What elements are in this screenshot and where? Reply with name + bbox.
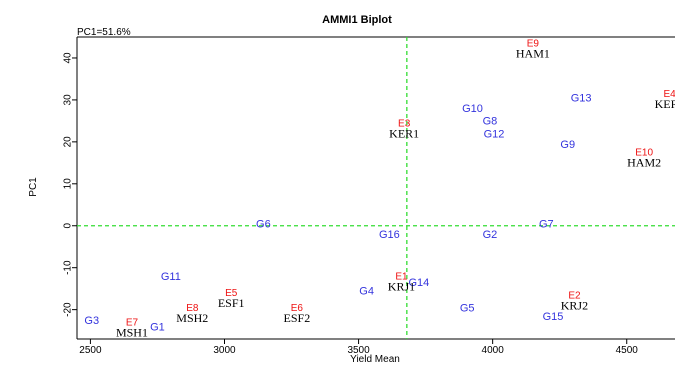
axes: 2500 3000 3500 4000 4500 -20 -10 0 10 20 30 40: [63, 36, 675, 356]
x-tick-label: 2500: [79, 345, 102, 356]
environment-name-label: KRJ1: [388, 279, 415, 293]
x-tick-label: 4500: [616, 345, 639, 356]
x-tick-label: 4000: [482, 345, 505, 356]
y-tick-label: 20: [63, 136, 74, 148]
environment-code-label: E9: [527, 39, 540, 50]
environment-code-label: E10: [635, 148, 653, 159]
environment-code-label: E8: [186, 303, 199, 314]
genotype-label: G12: [484, 128, 505, 140]
genotype-label: G1: [150, 321, 165, 333]
environment-name-label: KRJ2: [561, 298, 588, 312]
genotype-label: G9: [560, 139, 575, 151]
reference-lines: [77, 37, 675, 339]
environment-name-label: ESF2: [284, 311, 311, 325]
environment-name-label: MSH1: [116, 326, 148, 340]
genotype-label: G16: [379, 229, 400, 241]
environment-name-label: KER1: [389, 126, 419, 140]
environment-code-label: E5: [225, 288, 238, 299]
y-tick-label: -10: [63, 260, 74, 275]
y-tick-label: 10: [63, 178, 74, 190]
genotype-label: G6: [256, 219, 271, 231]
x-tick-label: 3500: [347, 345, 370, 356]
y-tick-label: -20: [63, 302, 74, 317]
y-axis-label: PC1: [28, 177, 39, 197]
genotype-label: G4: [359, 286, 374, 298]
environment-name-label: HAM2: [627, 156, 661, 170]
environment-name-label: MSH2: [176, 311, 208, 325]
y-tick-label: 0: [63, 223, 74, 229]
environment-code-label: E6: [291, 303, 304, 314]
genotype-label: G11: [161, 271, 181, 283]
data-labels: G1 G2 G3 G4 G5 G6 G7 G8 G9 G10 G11 G12 G13 G14 G15 G16 E…: [84, 39, 675, 340]
environment-code-label: E3: [398, 118, 411, 129]
environment-name-label: KER2: [655, 97, 675, 111]
y-tick-label: 30: [63, 94, 74, 106]
genotype-label: G8: [483, 116, 498, 128]
environment-name-label: ESF1: [218, 296, 245, 310]
genotype-label: G14: [409, 277, 430, 289]
environment-code-label: E7: [126, 318, 139, 329]
environment-code-label: E1: [395, 271, 408, 282]
environment-code-label: E2: [568, 290, 581, 301]
environment-code-label: E4: [664, 89, 675, 100]
genotype-label: G15: [543, 311, 564, 323]
environment-name-label: HAM1: [516, 47, 550, 61]
variance-annotation: PC1=51.6%: [77, 27, 131, 38]
genotype-label: G3: [84, 315, 99, 327]
genotype-label: G5: [460, 302, 475, 314]
x-axis-label: Yield Mean: [350, 354, 400, 365]
x-tick-label: 3000: [213, 345, 236, 356]
genotype-label: G2: [483, 229, 498, 241]
genotype-label: G13: [571, 93, 592, 105]
chart-title: AMMI1 Biplot: [322, 14, 392, 26]
y-tick-label: 40: [63, 52, 74, 64]
genotype-label: G7: [539, 219, 554, 231]
genotype-label: G10: [462, 103, 483, 115]
